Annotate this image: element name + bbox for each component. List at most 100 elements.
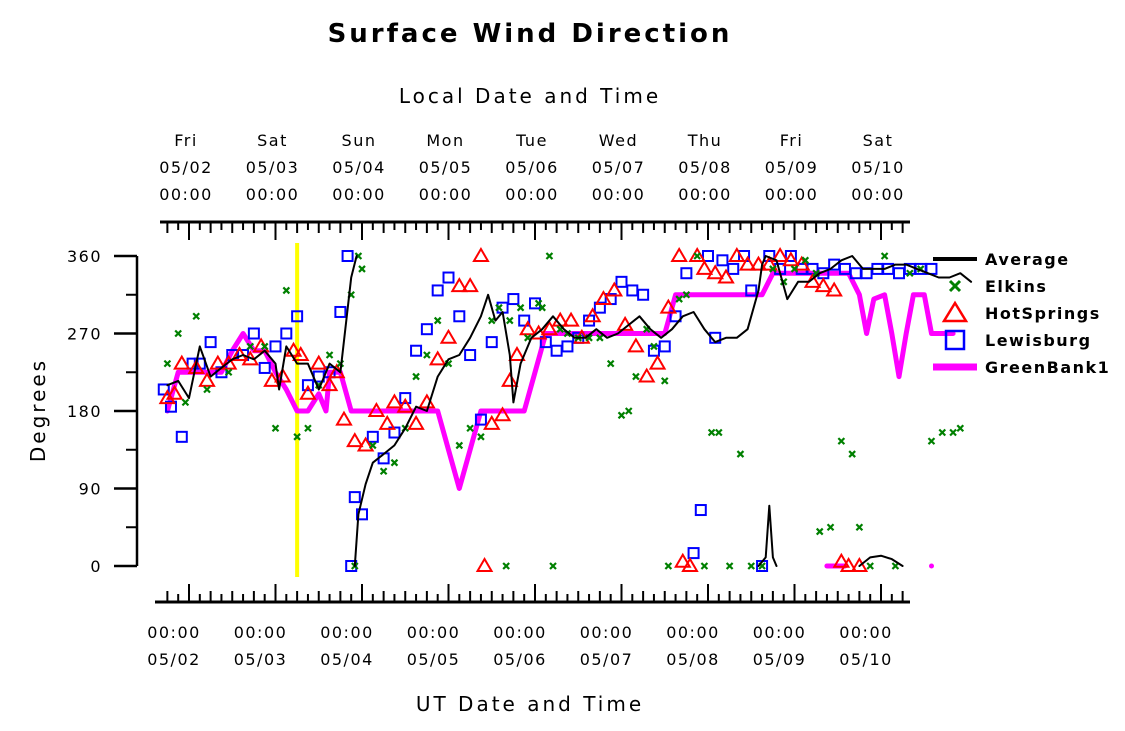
elkins-point xyxy=(390,458,399,467)
hotsprings-point xyxy=(346,432,364,448)
top-tick-time: 00:00 xyxy=(246,185,300,204)
lewisburg-point xyxy=(485,336,498,349)
hotsprings-point xyxy=(659,298,678,314)
elkins-x-stroke xyxy=(524,334,532,342)
bottom-tick-date: 05/09 xyxy=(753,650,807,669)
elkins-point xyxy=(790,265,799,273)
y-tick-label: 270 xyxy=(67,325,102,344)
lewisburg-point xyxy=(474,413,487,426)
hotsprings-point xyxy=(439,328,458,344)
elkins-point xyxy=(325,351,334,359)
lewisburg-point xyxy=(175,430,188,443)
lewisburg-point xyxy=(687,547,700,560)
elkins-x-stroke xyxy=(390,458,399,467)
hotsprings-point xyxy=(356,436,375,452)
hotsprings-point xyxy=(291,346,310,362)
lewisburg-point xyxy=(269,340,282,353)
top-tick-day: Sat xyxy=(863,131,894,150)
elkins-x-stroke xyxy=(682,290,691,299)
elkins-point xyxy=(293,433,301,441)
legend-x-stroke xyxy=(948,279,962,293)
lewisburg-point xyxy=(301,379,314,392)
elkins-x-stroke xyxy=(369,441,377,450)
elkins-point xyxy=(866,562,874,570)
elkins-point xyxy=(848,450,856,458)
hotsprings-point xyxy=(209,354,227,370)
hotsprings-point xyxy=(310,354,328,370)
elkins-point xyxy=(358,265,366,273)
elkins-point xyxy=(596,334,604,342)
elkins-x-stroke xyxy=(693,252,701,260)
lewisburg-point xyxy=(727,262,740,275)
elkins-x-stroke xyxy=(938,428,947,437)
top-tick-day: Sat xyxy=(257,131,288,150)
lewisburg-point xyxy=(410,344,423,357)
elkins-x-stroke xyxy=(502,562,510,570)
y-axis: 360 270 180 90 0 xyxy=(67,247,139,576)
elkins-x-stroke xyxy=(433,316,442,325)
elkins-x-stroke xyxy=(516,303,525,312)
hotsprings-point xyxy=(529,324,548,340)
lewisburg-point xyxy=(694,504,707,517)
hotsprings-point xyxy=(493,406,512,422)
top-tick-date: 05/09 xyxy=(765,158,819,177)
elkins-x-stroke xyxy=(891,562,900,570)
elkins-x-stroke xyxy=(423,351,431,359)
elkins-x-stroke xyxy=(848,450,856,458)
hotsprings-point xyxy=(385,393,404,409)
lewisburg-point xyxy=(507,293,520,306)
lewisburg-point xyxy=(431,284,444,297)
bottom-tick-date: 05/05 xyxy=(407,650,461,669)
elkins-x-stroke xyxy=(477,433,485,441)
lewisburg-point xyxy=(258,361,271,374)
elkins-x-stroke xyxy=(487,316,496,325)
elkins-x-stroke xyxy=(866,562,874,570)
lewisburg-point xyxy=(518,314,531,327)
bottom-tick-date: 05/10 xyxy=(839,650,893,669)
hotsprings-point xyxy=(627,337,645,353)
x-axis-label: UT Date and Time xyxy=(416,692,644,716)
elkins-point xyxy=(826,523,835,532)
legend-hotsprings-swatch xyxy=(941,300,969,323)
top-tick-day: Fri xyxy=(780,131,804,150)
legend-label: HotSprings xyxy=(985,304,1101,323)
top-tick-date: 05/07 xyxy=(592,158,646,177)
elkins-point xyxy=(675,295,683,303)
top-tick-date: 05/02 xyxy=(159,158,213,177)
elkins-x-stroke xyxy=(675,295,683,303)
elkins-x-stroke xyxy=(758,562,766,570)
elkins-x-stroke xyxy=(826,523,835,532)
elkins-point xyxy=(891,562,900,570)
bottom-tick-time: 00:00 xyxy=(753,623,807,642)
top-time-axis: Fri 05/02 00:00 Sat 05/03 00:00 Sun 05/04 00:00 M… xyxy=(159,131,910,240)
lewisburg-point xyxy=(280,327,293,340)
elkins-point xyxy=(682,290,691,299)
top-tick-day: Fri xyxy=(174,131,198,150)
lewisburg-point xyxy=(658,340,671,353)
lewisburg-point xyxy=(626,284,639,297)
elkins-x-stroke xyxy=(203,385,211,394)
lewisburg-point xyxy=(453,310,466,323)
bottom-tick-date: 05/02 xyxy=(147,650,201,669)
top-tick-time: 00:00 xyxy=(332,185,386,204)
elkins-x-stroke xyxy=(855,523,864,532)
lewisburg-point xyxy=(763,250,776,262)
chart-title: Surface Wind Direction xyxy=(328,19,733,49)
elkins-x-stroke xyxy=(949,428,957,437)
top-tick-time: 00:00 xyxy=(159,185,213,204)
hotsprings-point xyxy=(475,557,494,572)
elkins-x-stroke xyxy=(747,562,756,570)
elkins-x-stroke xyxy=(880,252,889,260)
elkins-point xyxy=(736,450,745,458)
elkins-point xyxy=(163,359,172,368)
bottom-tick-time: 00:00 xyxy=(493,623,547,642)
elkins-x-stroke xyxy=(617,411,626,420)
top-tick-date: 05/04 xyxy=(332,158,386,177)
lewisburg-point xyxy=(561,340,574,353)
elkins-x-stroke xyxy=(304,424,312,433)
hotsprings-point xyxy=(508,346,526,362)
elkins-point xyxy=(855,523,864,532)
hotsprings-point xyxy=(674,552,692,568)
top-tick-date: 05/06 xyxy=(505,158,559,177)
elkins-x-stroke xyxy=(358,265,366,273)
